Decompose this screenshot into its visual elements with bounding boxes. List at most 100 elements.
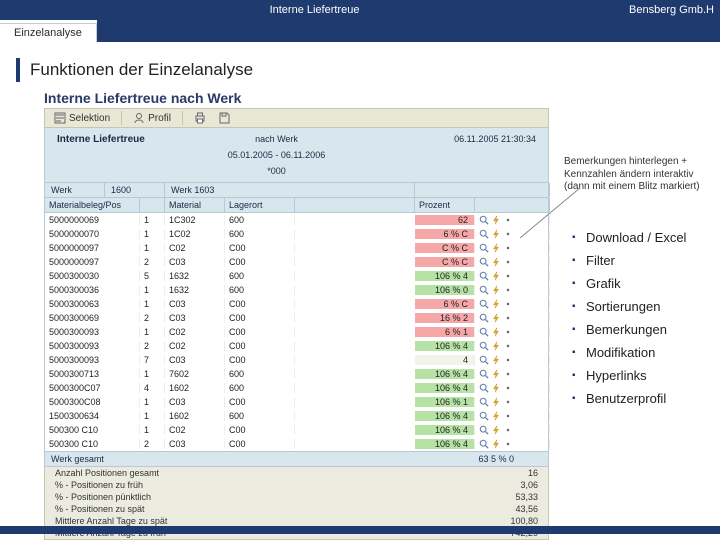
stat-label: % - Positionen zu spät bbox=[55, 504, 145, 514]
table-row[interactable]: 50003000937C03C004 bbox=[45, 353, 548, 367]
table-row[interactable]: 5000300C081C03C00106 % 1 bbox=[45, 395, 548, 409]
bolt-icon[interactable] bbox=[491, 271, 501, 281]
bolt-icon[interactable] bbox=[491, 243, 501, 253]
magnifier-icon[interactable] bbox=[479, 271, 489, 281]
profil-button[interactable]: Profil bbox=[130, 112, 174, 124]
magnifier-icon[interactable] bbox=[479, 383, 489, 393]
bolt-icon[interactable] bbox=[491, 411, 501, 421]
selektion-button[interactable]: Selektion bbox=[51, 112, 113, 124]
table-row[interactable]: 50000000972C03C00C % C bbox=[45, 255, 548, 269]
magnifier-icon[interactable] bbox=[479, 313, 489, 323]
cell-material: C03 bbox=[165, 355, 225, 365]
magnifier-icon[interactable] bbox=[479, 229, 489, 239]
cell-pos: 2 bbox=[140, 257, 165, 267]
table-row[interactable]: 500030071317602600106 % 4 bbox=[45, 367, 548, 381]
table-row[interactable]: 50003000932C02C00106 % 4 bbox=[45, 339, 548, 353]
magnifier-icon[interactable] bbox=[479, 327, 489, 337]
tab-einzelanalyse[interactable]: Einzelanalyse bbox=[0, 23, 97, 42]
bolt-icon[interactable] bbox=[491, 369, 501, 379]
dot-icon[interactable] bbox=[503, 355, 513, 365]
magnifier-icon[interactable] bbox=[479, 243, 489, 253]
cell-material: C03 bbox=[165, 397, 225, 407]
cell-pos: 1 bbox=[140, 299, 165, 309]
table-row[interactable]: 50003000931C02C006 % 1 bbox=[45, 325, 548, 339]
dot-icon[interactable] bbox=[503, 215, 513, 225]
bolt-icon[interactable] bbox=[491, 313, 501, 323]
cell-actions bbox=[475, 439, 550, 449]
stat-label: Anzahl Positionen gesamt bbox=[55, 468, 159, 478]
table-row[interactable]: 5000300C0741602600106 % 4 bbox=[45, 381, 548, 395]
cell-doc: 5000000097 bbox=[45, 257, 140, 267]
magnifier-icon[interactable] bbox=[479, 257, 489, 267]
bolt-icon[interactable] bbox=[491, 425, 501, 435]
magnifier-icon[interactable] bbox=[479, 285, 489, 295]
bolt-icon[interactable] bbox=[491, 229, 501, 239]
dot-icon[interactable] bbox=[503, 439, 513, 449]
table-row[interactable]: 500030003611632600106 % 0 bbox=[45, 283, 548, 297]
cell-material: 1C302 bbox=[165, 215, 225, 225]
bolt-icon[interactable] bbox=[491, 397, 501, 407]
cell-prozent: 106 % 4 bbox=[415, 369, 475, 379]
bolt-icon[interactable] bbox=[491, 439, 501, 449]
bolt-icon[interactable] bbox=[491, 355, 501, 365]
cell-actions bbox=[475, 425, 550, 435]
table-row[interactable]: 500030003051632600106 % 4 bbox=[45, 269, 548, 283]
hdr-lagerort: Lagerort bbox=[225, 198, 295, 212]
cell-doc: 500300 C10 bbox=[45, 425, 140, 435]
table-row[interactable]: 500300 C101C02C00106 % 4 bbox=[45, 423, 548, 437]
dot-icon[interactable] bbox=[503, 425, 513, 435]
cell-lagerort: 600 bbox=[225, 383, 295, 393]
table-row[interactable]: 50003000631C03C006 % C bbox=[45, 297, 548, 311]
dot-icon[interactable] bbox=[503, 369, 513, 379]
dot-icon[interactable] bbox=[503, 299, 513, 309]
report-header: Interne Liefertreue nach Werk 05.01.2005… bbox=[44, 128, 549, 183]
cell-lagerort: 600 bbox=[225, 229, 295, 239]
dot-icon[interactable] bbox=[503, 327, 513, 337]
cell-actions bbox=[475, 243, 550, 253]
hdr-material: Material bbox=[165, 198, 225, 212]
table-row[interactable]: 50003000692C03C0016 % 2 bbox=[45, 311, 548, 325]
magnifier-icon[interactable] bbox=[479, 355, 489, 365]
magnifier-icon[interactable] bbox=[479, 411, 489, 421]
print-button[interactable] bbox=[191, 112, 209, 124]
cell-actions bbox=[475, 341, 550, 351]
dot-icon[interactable] bbox=[503, 271, 513, 281]
dot-icon[interactable] bbox=[503, 229, 513, 239]
dot-icon[interactable] bbox=[503, 397, 513, 407]
magnifier-icon[interactable] bbox=[479, 439, 489, 449]
table-row[interactable]: 50000000971C02C00C % C bbox=[45, 241, 548, 255]
bolt-icon[interactable] bbox=[491, 257, 501, 267]
feature-item: Grafik bbox=[572, 276, 686, 291]
dot-icon[interactable] bbox=[503, 313, 513, 323]
cell-prozent: 4 bbox=[415, 355, 475, 365]
table-row[interactable]: 500000007011C026006 % C bbox=[45, 227, 548, 241]
dot-icon[interactable] bbox=[503, 341, 513, 351]
magnifier-icon[interactable] bbox=[479, 425, 489, 435]
bolt-icon[interactable] bbox=[491, 215, 501, 225]
bolt-icon[interactable] bbox=[491, 285, 501, 295]
dot-icon[interactable] bbox=[503, 257, 513, 267]
magnifier-icon[interactable] bbox=[479, 299, 489, 309]
dot-icon[interactable] bbox=[503, 383, 513, 393]
cell-lagerort: 600 bbox=[225, 215, 295, 225]
magnifier-icon[interactable] bbox=[479, 397, 489, 407]
magnifier-icon[interactable] bbox=[479, 215, 489, 225]
table-row[interactable]: 500000006911C30260062 bbox=[45, 213, 548, 227]
dot-icon[interactable] bbox=[503, 411, 513, 421]
cell-doc: 5000300069 bbox=[45, 313, 140, 323]
dot-icon[interactable] bbox=[503, 285, 513, 295]
cell-prozent: 106 % 1 bbox=[415, 397, 475, 407]
table-row[interactable]: 500300 C102C03C00106 % 4 bbox=[45, 437, 548, 451]
bolt-icon[interactable] bbox=[491, 299, 501, 309]
save-button[interactable] bbox=[215, 112, 233, 124]
magnifier-icon[interactable] bbox=[479, 341, 489, 351]
dot-icon[interactable] bbox=[503, 243, 513, 253]
bolt-icon[interactable] bbox=[491, 327, 501, 337]
cell-material: 1632 bbox=[165, 285, 225, 295]
bolt-icon[interactable] bbox=[491, 383, 501, 393]
bolt-icon[interactable] bbox=[491, 341, 501, 351]
table-row[interactable]: 150030063411602600106 % 4 bbox=[45, 409, 548, 423]
magnifier-icon[interactable] bbox=[479, 369, 489, 379]
cell-doc: 5000300093 bbox=[45, 341, 140, 351]
feature-item: Sortierungen bbox=[572, 299, 686, 314]
